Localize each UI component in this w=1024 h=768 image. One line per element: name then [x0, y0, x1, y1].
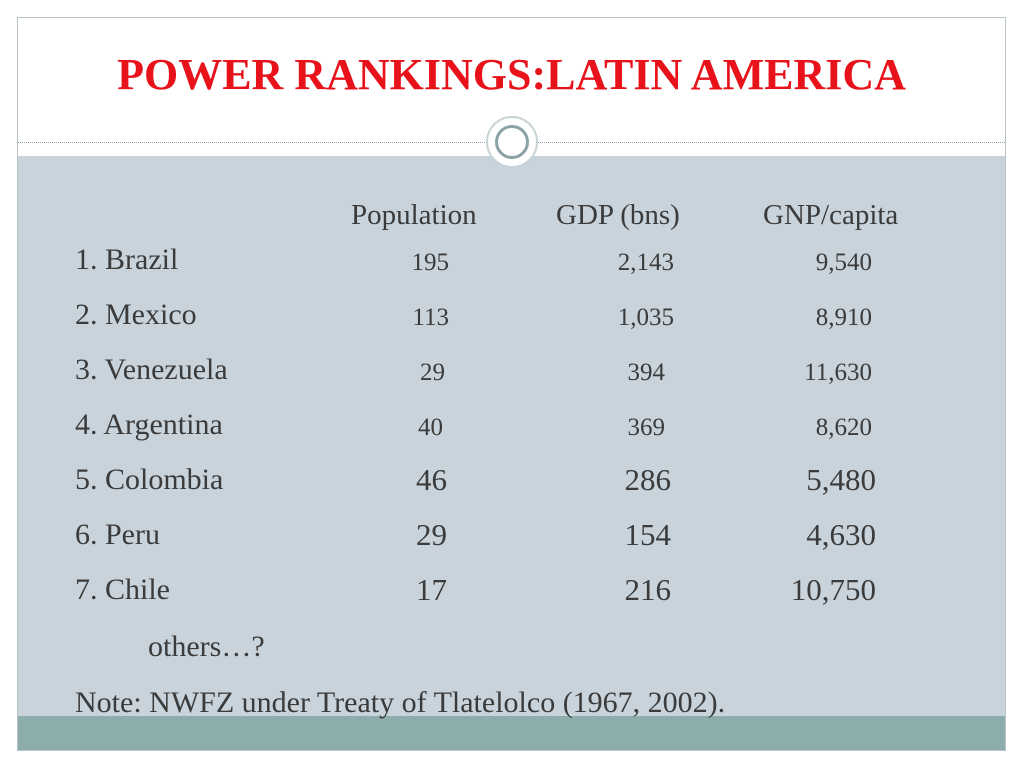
row-gnp: 11,630 [804, 359, 872, 386]
row-population: 17 [416, 572, 447, 607]
content-panel [18, 156, 1005, 716]
row-gnp: 4,630 [806, 517, 876, 552]
row-gdp: 286 [624, 462, 672, 497]
row-gnp: 8,620 [815, 414, 872, 441]
footer-band [18, 716, 1005, 750]
row-gdp: 2,143 [617, 249, 674, 276]
row-population: 46 [416, 462, 447, 497]
row-gnp: 5,480 [806, 462, 876, 497]
circle-ornament-icon [486, 116, 538, 168]
row-gdp: 369 [627, 414, 666, 441]
row-gdp: 1,035 [617, 304, 674, 331]
header-population: Population [351, 199, 477, 231]
row-country: 4. Argentina [75, 408, 223, 441]
row-population: 29 [416, 517, 447, 552]
row-country: 5. Colombia [75, 463, 224, 496]
row-gdp: 154 [624, 517, 672, 552]
row-country: 3. Venezuela [75, 353, 228, 386]
row-population: 40 [418, 414, 443, 441]
row-country: 7. Chile [75, 573, 170, 606]
header-gdp: GDP (bns) [556, 199, 680, 231]
note-line: Note: NWFZ under Treaty of Tlatelolco (1… [75, 686, 726, 719]
row-population: 29 [420, 359, 445, 386]
row-gnp: 9,540 [815, 249, 872, 276]
slide: POWER RANKINGS:LATIN AMERICA Population … [17, 17, 1006, 751]
row-gnp: 8,910 [815, 304, 872, 331]
others-line: others…? [148, 630, 265, 663]
row-gnp: 10,750 [790, 572, 876, 607]
row-gdp: 216 [624, 572, 672, 607]
row-country: 2. Mexico [75, 298, 197, 331]
row-country: 6. Peru [75, 518, 160, 551]
row-country: 1. Brazil [75, 243, 179, 276]
row-population: 113 [412, 304, 449, 331]
row-population: 195 [411, 249, 450, 276]
header-gnp: GNP/capita [763, 199, 899, 231]
slide-title: POWER RANKINGS:LATIN AMERICA [117, 50, 906, 99]
row-gdp: 394 [627, 359, 666, 386]
